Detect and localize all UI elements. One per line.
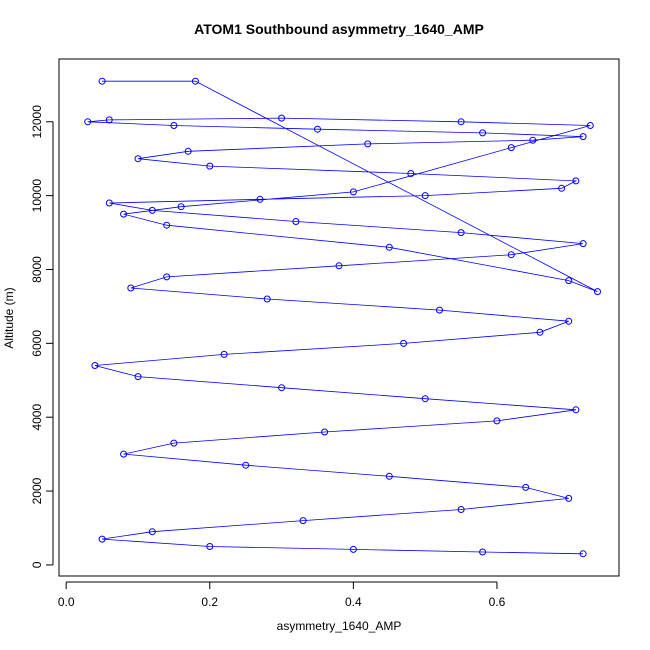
data-point [457, 506, 465, 513]
data-point [579, 550, 587, 558]
data-point [134, 373, 142, 381]
data-point [421, 192, 429, 200]
data-point [91, 362, 99, 369]
data-point [242, 461, 250, 469]
data-point [522, 483, 530, 491]
data-point [400, 339, 408, 347]
data-point [220, 350, 228, 358]
data-point [565, 317, 573, 325]
data-point [314, 125, 321, 133]
data-point [507, 251, 515, 259]
y-tick-label: 12000 [30, 105, 44, 139]
data-point [163, 273, 171, 281]
data-point [321, 428, 329, 436]
y-axis-label: Altitude (m) [2, 287, 16, 348]
y-tick-label: 10000 [30, 179, 44, 213]
plot-frame [58, 58, 620, 577]
y-tick-label: 4000 [30, 404, 44, 431]
y-tick-label: 2000 [30, 477, 44, 504]
data-point [335, 262, 343, 270]
data-point [479, 129, 487, 137]
data-point [364, 140, 372, 148]
data-point [127, 284, 135, 292]
x-tick-label: 0.6 [489, 595, 506, 609]
data-point [184, 147, 192, 155]
data-point [120, 210, 128, 218]
data-point [536, 328, 544, 336]
data-point [98, 77, 106, 85]
data-point [407, 170, 415, 177]
chart-title: ATOM1 Southbound asymmetry_1640_AMP [194, 21, 484, 37]
data-point [565, 277, 573, 285]
data-point [479, 548, 487, 556]
data-point [579, 240, 587, 248]
series-line [87, 80, 598, 555]
data-point [558, 184, 566, 192]
data-point [105, 116, 113, 124]
data-point [84, 118, 92, 126]
data-point [206, 543, 214, 550]
data-point [177, 203, 185, 211]
data-point [134, 155, 142, 163]
data-point [421, 395, 429, 403]
data-point [263, 295, 271, 303]
data-point [507, 144, 515, 152]
data-point [572, 406, 580, 414]
data-point [457, 118, 465, 126]
data-point [579, 133, 587, 141]
data-point [163, 221, 171, 229]
data-point [385, 243, 393, 251]
x-tick-label: 0.2 [201, 595, 218, 609]
data-point [170, 439, 178, 447]
data-point [493, 417, 501, 425]
data-point [105, 199, 113, 207]
data-point [594, 288, 601, 296]
data-point [148, 206, 156, 214]
x-tick-label: 0.0 [58, 595, 75, 609]
data-point [299, 517, 307, 525]
y-tick-label: 6000 [30, 330, 44, 357]
data-point [148, 528, 156, 536]
plot-area [58, 58, 620, 577]
data-point [457, 229, 465, 237]
data-point [191, 77, 199, 85]
y-tick-label: 0 [30, 561, 44, 568]
data-point [120, 450, 128, 458]
data-point [98, 535, 106, 543]
data-point [565, 494, 573, 502]
x-axis: 0.0 0.2 0.4 0.6 [58, 581, 506, 609]
data-point [278, 384, 286, 392]
data-point [278, 114, 286, 122]
data-point [572, 177, 580, 185]
series-layer [84, 77, 601, 558]
data-point [529, 136, 537, 144]
data-point [206, 162, 214, 170]
data-point [256, 195, 264, 203]
data-point [170, 122, 178, 129]
data-point [349, 188, 357, 196]
x-axis-label: asymmetry_1640_AMP [277, 619, 402, 633]
x-tick-label: 0.4 [345, 595, 362, 609]
data-point [292, 218, 300, 225]
y-axis: 0 2000 4000 6000 8000 10000 12000 [30, 105, 54, 568]
data-point [586, 122, 594, 129]
data-point [385, 472, 393, 480]
data-point [436, 306, 443, 314]
data-point [349, 545, 357, 553]
y-tick-label: 8000 [30, 256, 44, 283]
